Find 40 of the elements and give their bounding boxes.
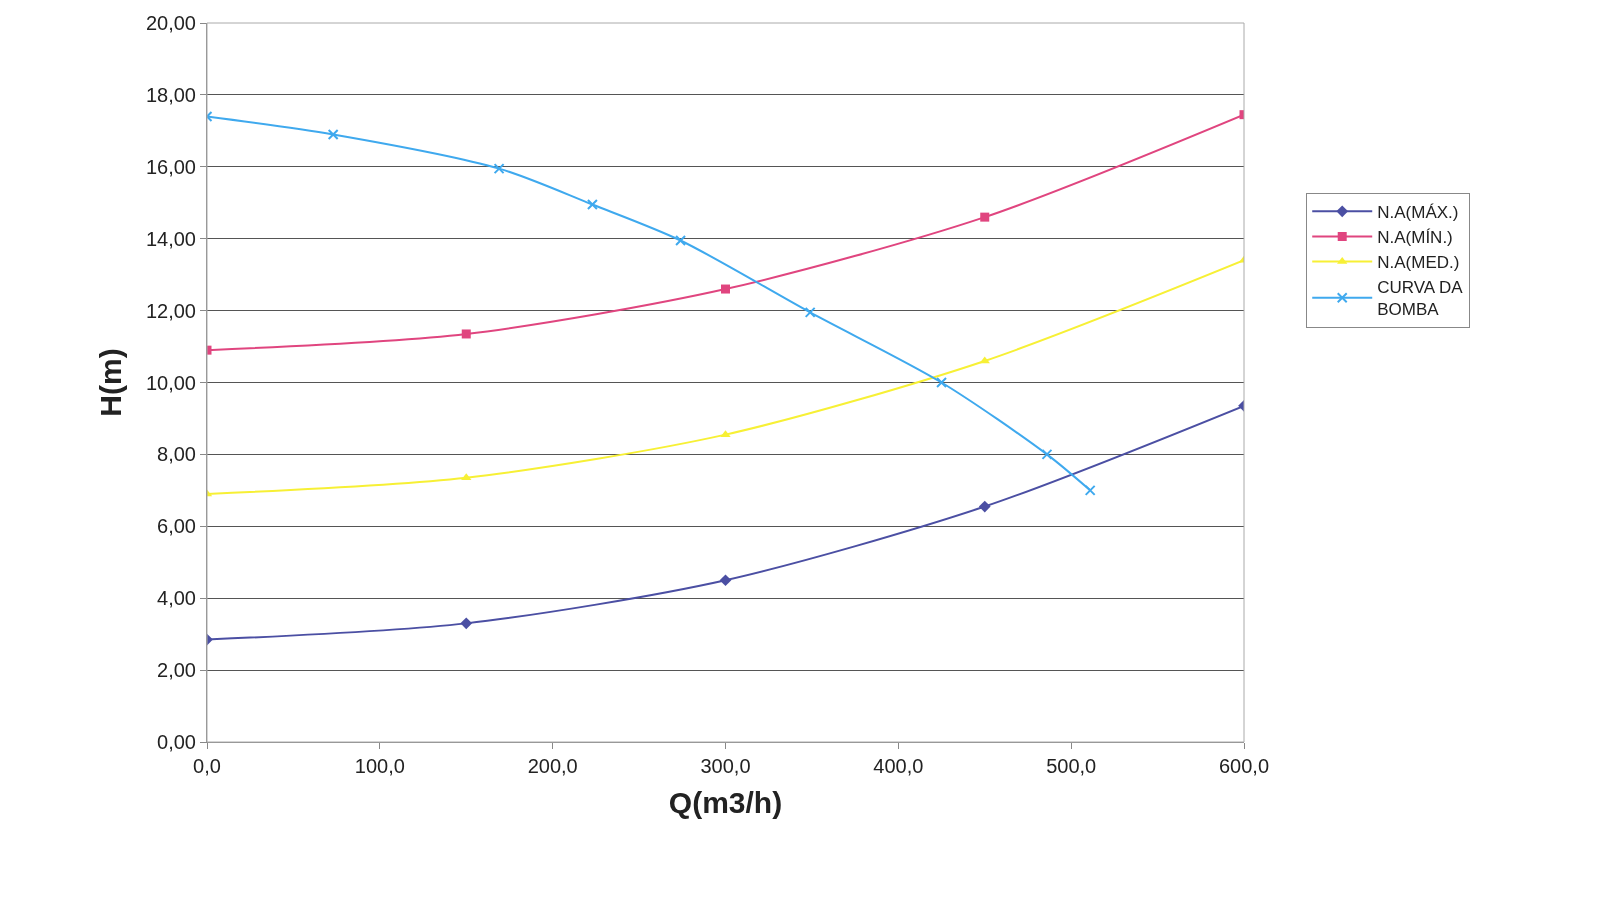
legend-label: CURVA DA BOMBA: [1377, 278, 1464, 320]
legend-label: N.A(MÍN.): [1377, 228, 1453, 248]
point: [980, 212, 990, 222]
point: [979, 356, 990, 364]
point: [1041, 448, 1053, 460]
legend-label: N.A(MÁX.): [1377, 202, 1459, 222]
y-tick-label: 6,00: [157, 515, 196, 538]
y-tick-label: 10,00: [145, 371, 196, 394]
y-tick-label: 18,00: [145, 83, 196, 106]
point: [1084, 484, 1096, 496]
y-tick-label: 2,00: [157, 659, 196, 682]
x-tick-label: 400,0: [873, 755, 924, 777]
x-tick-label: 200,0: [527, 755, 578, 777]
x-tick-label: 0,0: [193, 755, 221, 777]
y-tick-label: 20,00: [145, 12, 196, 34]
point: [936, 377, 948, 388]
x-axis-title: Q(m3/h): [668, 785, 783, 819]
point: [675, 235, 687, 246]
y-tick-label: 12,00: [145, 299, 196, 322]
x-tick-label: 500,0: [1046, 755, 1097, 777]
legend-label: N.A(MED.): [1377, 253, 1460, 273]
point: [804, 306, 816, 318]
point: [460, 617, 473, 630]
point: [327, 128, 339, 140]
y-tick-label: 4,00: [157, 587, 196, 610]
point: [721, 284, 730, 294]
point: [586, 199, 598, 211]
y-tick-label: 16,00: [145, 155, 196, 178]
point: [461, 473, 472, 481]
y-tick-label: 0,00: [157, 731, 196, 753]
point: [493, 163, 505, 175]
x-tick-label: 100,0: [354, 755, 405, 777]
point: [461, 329, 471, 339]
y-axis-title: H(m): [93, 348, 127, 417]
point: [719, 574, 732, 587]
y-tick-label: 14,00: [145, 227, 196, 250]
point: [978, 500, 991, 513]
y-tick-label: 8,00: [157, 443, 196, 466]
x-tick-label: 300,0: [700, 755, 751, 777]
x-tick-label: 600,0: [1218, 755, 1270, 777]
